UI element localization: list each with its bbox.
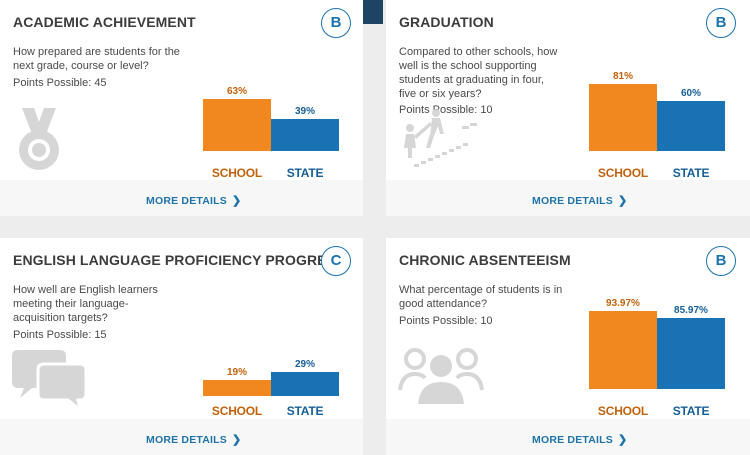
grade-badge: B <box>321 8 351 38</box>
card-chronic-absenteeism: CHRONIC ABSENTEEISM B What percentage of… <box>386 238 750 455</box>
card-footer <box>0 419 363 455</box>
card-english-language-proficiency: ENGLISH LANGUAGE PROFICIENCY PROGRESS C … <box>0 238 363 455</box>
speech-bubbles-icon <box>12 350 88 412</box>
state-axis-label: STATE <box>286 404 324 418</box>
header-accent <box>363 0 383 24</box>
state-bar <box>271 372 339 396</box>
more-details-label: MORE DETAILS <box>146 434 227 446</box>
more-details-link[interactable]: MORE DETAILS ❯ <box>532 433 627 446</box>
card-footer <box>0 180 363 216</box>
more-details-link[interactable]: MORE DETAILS ❯ <box>532 194 627 207</box>
card-academic-achievement: ACADEMIC ACHIEVEMENT B How prepared are … <box>0 0 363 216</box>
state-value-label: 39% <box>294 106 315 117</box>
card-title: ACADEMIC ACHIEVEMENT <box>13 14 196 30</box>
medal-icon <box>19 108 59 170</box>
more-details-label: MORE DETAILS <box>532 195 613 207</box>
points-possible: Points Possible: 15 <box>13 329 107 341</box>
grade-badge: C <box>321 246 351 276</box>
more-details-link[interactable]: MORE DETAILS ❯ <box>146 433 241 446</box>
bar-chart: 19% 29% <box>203 300 339 396</box>
card-question: How well are English learners meeting th… <box>13 284 158 324</box>
more-details-link[interactable]: MORE DETAILS ❯ <box>146 194 241 207</box>
card-footer <box>386 180 750 216</box>
state-axis-label: STATE <box>672 166 710 180</box>
school-axis-label: SCHOOL <box>211 404 263 418</box>
state-axis-label: STATE <box>672 404 710 418</box>
state-value-label: 29% <box>294 359 315 370</box>
card-question: What percentage of students is in good a… <box>399 284 563 310</box>
school-bar <box>589 84 657 151</box>
state-bar <box>657 318 725 389</box>
chevron-right-icon: ❯ <box>617 195 628 207</box>
state-bar <box>271 119 339 151</box>
state-axis-label: STATE <box>286 166 324 180</box>
bar-chart: 63% 39% <box>203 55 339 151</box>
school-bar <box>589 311 657 389</box>
card-title: ENGLISH LANGUAGE PROFICIENCY PROGRESS <box>13 252 346 268</box>
state-bar <box>657 101 725 151</box>
grade-badge: B <box>706 8 736 38</box>
school-axis-label: SCHOOL <box>597 404 649 418</box>
climbing-steps-icon <box>404 109 477 167</box>
more-details-label: MORE DETAILS <box>146 195 227 207</box>
state-value-label: 60% <box>680 88 701 99</box>
card-graduation: GRADUATION B Compared to other schools, … <box>386 0 750 216</box>
state-value-label: 85.97% <box>674 305 708 316</box>
chevron-right-icon: ❯ <box>231 434 242 446</box>
school-bar <box>203 380 271 396</box>
card-question: Compared to other schools, how well is t… <box>399 46 558 100</box>
bar-chart: 93.97% 85.97% <box>589 293 725 389</box>
card-title: GRADUATION <box>399 14 494 30</box>
card-footer <box>386 419 750 455</box>
school-value-label: 81% <box>612 71 633 82</box>
card-question: How prepared are students for the next g… <box>13 46 180 72</box>
people-group-icon <box>398 348 484 404</box>
school-value-label: 93.97% <box>606 298 640 309</box>
card-title: CHRONIC ABSENTEEISM <box>399 252 571 268</box>
school-axis-label: SCHOOL <box>211 166 263 180</box>
school-value-label: 63% <box>226 86 247 97</box>
chevron-right-icon: ❯ <box>231 195 242 207</box>
more-details-label: MORE DETAILS <box>532 434 613 446</box>
grade-badge: B <box>706 246 736 276</box>
chevron-right-icon: ❯ <box>617 434 628 446</box>
bar-chart: 81% 60% <box>589 55 725 151</box>
school-value-label: 19% <box>226 367 247 378</box>
school-axis-label: SCHOOL <box>597 166 649 180</box>
points-possible: Points Possible: 10 <box>399 104 493 116</box>
points-possible: Points Possible: 10 <box>399 315 493 327</box>
school-bar <box>203 99 271 151</box>
points-possible: Points Possible: 45 <box>13 77 107 89</box>
